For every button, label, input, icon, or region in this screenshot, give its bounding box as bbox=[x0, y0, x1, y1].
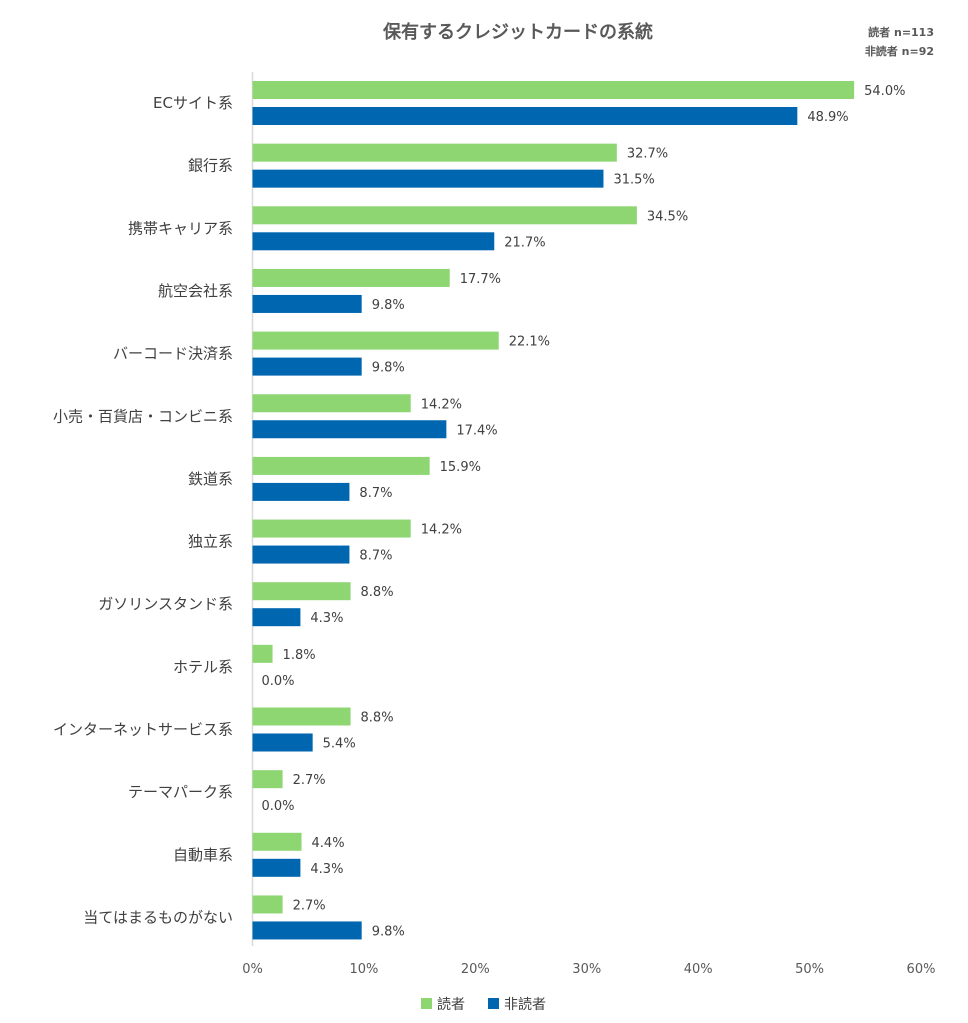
reader-value-label: 8.8% bbox=[361, 585, 394, 600]
category-label: 銀行系 bbox=[188, 157, 233, 175]
reader-bar bbox=[252, 81, 855, 99]
nonreader-value-label: 4.3% bbox=[310, 611, 343, 626]
reader-value-label: 4.4% bbox=[312, 836, 345, 851]
nonreader-value-label: 0.0% bbox=[262, 799, 295, 814]
x-tick-label: 0% bbox=[242, 962, 263, 977]
reader-value-label: 34.5% bbox=[647, 209, 688, 224]
nonreader-bar bbox=[252, 733, 313, 752]
reader-value-label: 8.8% bbox=[361, 711, 394, 726]
reader-value-label: 15.9% bbox=[440, 460, 481, 475]
x-tick-label: 40% bbox=[684, 962, 713, 977]
category-label: ガソリンスタンド系 bbox=[98, 595, 233, 613]
legend: 読者 非読者 bbox=[421, 996, 546, 1013]
nonreader-bar bbox=[252, 608, 301, 627]
reader-value-label: 17.7% bbox=[460, 272, 501, 287]
reader-bar bbox=[252, 707, 351, 726]
nonreader-bar bbox=[252, 921, 362, 940]
reader-bar bbox=[252, 143, 617, 162]
reader-value-label: 2.7% bbox=[293, 898, 326, 913]
category-label: ホテル系 bbox=[173, 658, 233, 676]
nonreader-bar bbox=[252, 357, 362, 376]
nonreader-bar bbox=[252, 420, 447, 439]
legend-swatch-reader bbox=[421, 998, 432, 1009]
x-tick-label: 50% bbox=[795, 962, 824, 977]
nonreader-value-label: 0.0% bbox=[262, 674, 295, 689]
category-label: 小売・百貨店・コンビニ系 bbox=[53, 407, 233, 425]
nonreader-value-label: 21.7% bbox=[504, 235, 545, 250]
x-tick-label: 20% bbox=[461, 962, 490, 977]
x-tick-label: 30% bbox=[572, 962, 601, 977]
nonreader-bar bbox=[252, 294, 362, 313]
chart-title: 保有するクレジットカードの系統 bbox=[382, 21, 653, 43]
reader-value-label: 1.8% bbox=[283, 648, 316, 663]
reader-value-label: 14.2% bbox=[421, 523, 462, 538]
category-label: 携帯キャリア系 bbox=[128, 219, 233, 237]
nonreader-value-label: 4.3% bbox=[310, 862, 343, 877]
nonreader-value-label: 9.8% bbox=[372, 924, 405, 939]
reader-bar bbox=[252, 456, 430, 475]
reader-bar bbox=[252, 895, 283, 914]
nonreader-value-label: 17.4% bbox=[456, 423, 497, 438]
nonreader-bar bbox=[252, 482, 350, 501]
category-label: 当てはまるものがない bbox=[83, 908, 233, 926]
nonreader-bar bbox=[252, 545, 350, 564]
reader-bar bbox=[252, 644, 273, 663]
nonreader-value-label: 31.5% bbox=[613, 173, 654, 188]
nonreader-value-label: 5.4% bbox=[323, 737, 356, 752]
nonreader-bar bbox=[252, 232, 495, 251]
reader-bar bbox=[252, 268, 450, 287]
reader-bar bbox=[252, 331, 499, 350]
category-label: テーマパーク系 bbox=[128, 783, 233, 801]
legend-label-reader: 読者 bbox=[437, 996, 465, 1013]
nonreader-value-label: 48.9% bbox=[807, 110, 848, 125]
category-label: 航空会社系 bbox=[158, 282, 233, 300]
category-label: ECサイト系 bbox=[153, 94, 233, 112]
reader-bar bbox=[252, 394, 411, 413]
reader-value-label: 2.7% bbox=[293, 773, 326, 788]
legend-swatch-nonreader bbox=[488, 998, 499, 1009]
reader-bar bbox=[252, 770, 283, 789]
reader-value-label: 32.7% bbox=[627, 147, 668, 162]
reader-sample-size: 読者 n=113 bbox=[868, 25, 934, 39]
nonreader-value-label: 9.8% bbox=[372, 298, 405, 313]
nonreader-value-label: 8.7% bbox=[359, 549, 392, 564]
category-label: 独立系 bbox=[188, 533, 233, 551]
reader-bar bbox=[252, 582, 351, 601]
x-tick-label: 60% bbox=[907, 962, 936, 977]
reader-value-label: 14.2% bbox=[421, 397, 462, 412]
reader-value-label: 22.1% bbox=[509, 335, 550, 350]
nonreader-value-label: 8.7% bbox=[359, 486, 392, 501]
reader-bar bbox=[252, 206, 637, 225]
nonreader-sample-size: 非読者 n=92 bbox=[865, 44, 934, 58]
reader-value-label: 54.0% bbox=[864, 84, 905, 99]
legend-label-nonreader: 非読者 bbox=[504, 996, 546, 1013]
reader-bar bbox=[252, 832, 302, 851]
nonreader-bar bbox=[252, 169, 604, 188]
nonreader-bar bbox=[252, 858, 301, 877]
nonreader-bar bbox=[252, 107, 798, 125]
reader-bar bbox=[252, 519, 411, 538]
category-label: バーコード決済系 bbox=[113, 345, 233, 363]
category-label: 自動車系 bbox=[173, 846, 233, 864]
x-tick-label: 10% bbox=[349, 962, 378, 977]
category-label: 鉄道系 bbox=[188, 470, 233, 488]
nonreader-value-label: 9.8% bbox=[372, 361, 405, 376]
category-label: インターネットサービス系 bbox=[53, 721, 233, 739]
